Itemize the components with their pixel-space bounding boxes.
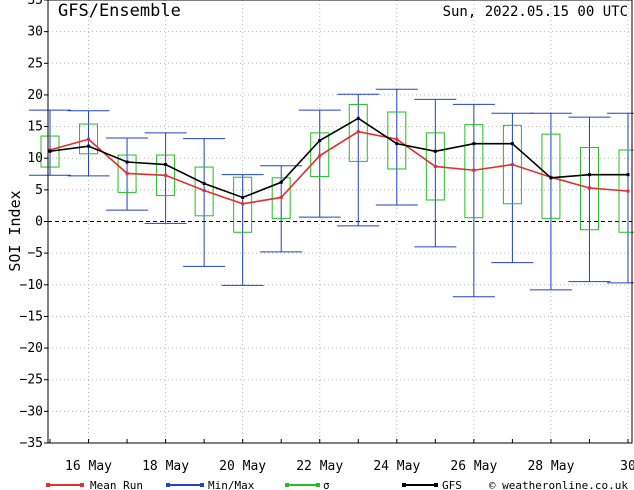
y-tick-label: 5 xyxy=(35,183,43,198)
gfs-point xyxy=(48,149,52,153)
min-max-whisker xyxy=(568,116,611,283)
gfs-point xyxy=(356,116,360,120)
min-max-whisker xyxy=(529,112,572,291)
axis-layer: 35 30 25 20 15 10 5 0 −5 −10 −15 −20 −25 −30 −35 16 May… xyxy=(20,0,634,474)
sigma-box xyxy=(502,124,522,205)
y-tick-label: −15 xyxy=(20,309,43,324)
mean-run-line xyxy=(49,130,629,205)
legend-label-min-max: Min/Max xyxy=(208,479,255,490)
min-max-whisker xyxy=(491,112,534,264)
y-tick-label: −35 xyxy=(20,436,43,451)
legend-label-gfs: GFS xyxy=(442,479,462,490)
min-max-whisker xyxy=(260,165,303,253)
gfs-point xyxy=(202,182,206,186)
legend-label-mean-run: Mean Run xyxy=(90,479,143,490)
x-tick-label: 24 May xyxy=(373,459,420,474)
y-tick-label: 30 xyxy=(27,25,43,40)
sigma-box xyxy=(233,176,253,233)
sigma-box xyxy=(79,123,99,155)
sigma-box xyxy=(40,135,60,168)
min-max-whisker xyxy=(337,93,380,227)
min-max-whisker xyxy=(183,138,226,267)
y-tick-label: 35 xyxy=(27,0,43,8)
gfs-point xyxy=(549,176,553,180)
mean-run-point xyxy=(510,163,514,167)
min-max-whisker xyxy=(452,103,495,298)
gfs-line xyxy=(49,117,628,199)
gfs-point xyxy=(318,138,322,142)
sigma-box xyxy=(387,111,407,170)
sigma-box xyxy=(541,133,561,219)
min-max-whisker xyxy=(414,98,457,248)
gfs-point xyxy=(626,173,630,177)
mean-run-point xyxy=(202,188,206,192)
y-tick-label: −30 xyxy=(20,404,43,419)
sigma-box xyxy=(271,177,291,219)
mean-run-point xyxy=(241,202,245,206)
mean-run-point xyxy=(472,168,476,172)
legend-item-sigma: σ xyxy=(285,479,330,490)
gfs-point xyxy=(125,160,129,164)
mean-run-point xyxy=(356,130,360,134)
chart-title: GFS/Ensemble xyxy=(58,1,181,21)
mean-run-point xyxy=(587,186,591,190)
gfs-point xyxy=(510,142,514,146)
x-tick-label: 28 May xyxy=(527,459,574,474)
run-time-label: Sun, 2022.05.15 00 UTC xyxy=(443,4,628,20)
x-tick-label: 30 xyxy=(620,459,634,474)
legend-item-min-max: Min/Max xyxy=(166,479,255,490)
x-tick-label: 22 May xyxy=(296,459,343,474)
mean-run-point xyxy=(318,154,322,158)
x-tick-label: 20 May xyxy=(219,459,266,474)
min-max-whisker xyxy=(29,109,71,176)
min-max-whisker xyxy=(144,132,187,224)
min-max-whisker xyxy=(375,88,418,206)
x-tick-label: 16 May xyxy=(65,459,112,474)
legend-item-mean-run: Mean Run xyxy=(46,479,143,490)
y-tick-label: −25 xyxy=(20,373,43,388)
mean-run-point xyxy=(279,195,283,199)
legend-label-sigma: σ xyxy=(323,479,330,490)
sigma-box xyxy=(425,132,445,201)
credit-text: © weatheronline.co.uk xyxy=(489,479,628,490)
legend-item-gfs: GFS xyxy=(402,479,462,490)
mean-run-point xyxy=(433,164,437,168)
y-tick-label: −20 xyxy=(20,341,43,356)
mean-run-point xyxy=(395,137,399,141)
legend: Mean Run Min/Max σ GFS © weatheronline.c… xyxy=(46,479,628,490)
gfs-point xyxy=(395,142,399,146)
gfs-point xyxy=(164,163,168,167)
gfs-point xyxy=(87,144,91,148)
mean-run-point xyxy=(626,189,630,193)
sigma-box xyxy=(464,124,484,219)
gfs-point xyxy=(433,149,437,153)
min-max-whisker xyxy=(298,109,341,218)
y-tick-label: 20 xyxy=(27,88,43,103)
grid-layer xyxy=(48,0,632,443)
gfs-point xyxy=(472,142,476,146)
mean-run-point xyxy=(87,137,91,141)
min-max-whisker xyxy=(67,110,110,177)
x-tick-label: 18 May xyxy=(142,459,189,474)
gfs-point xyxy=(587,173,591,177)
y-tick-label: −10 xyxy=(20,278,43,293)
y-tick-label: 10 xyxy=(27,151,43,166)
mean-run-point xyxy=(164,173,168,177)
x-tick-label: 26 May xyxy=(450,459,497,474)
y-axis-label: SOI Index xyxy=(6,190,24,271)
sigma-box xyxy=(194,166,214,217)
series-layer xyxy=(29,88,634,298)
gfs-point xyxy=(279,180,283,184)
mean-run-point xyxy=(125,171,129,175)
y-tick-label: 0 xyxy=(35,215,43,230)
y-tick-label: 15 xyxy=(27,120,43,135)
y-tick-label: 25 xyxy=(27,56,43,71)
y-tick-label: −5 xyxy=(27,246,43,261)
sigma-box xyxy=(310,132,330,178)
gfs-point xyxy=(241,195,245,199)
min-max-whisker xyxy=(607,112,634,284)
min-max-whisker xyxy=(221,174,264,286)
